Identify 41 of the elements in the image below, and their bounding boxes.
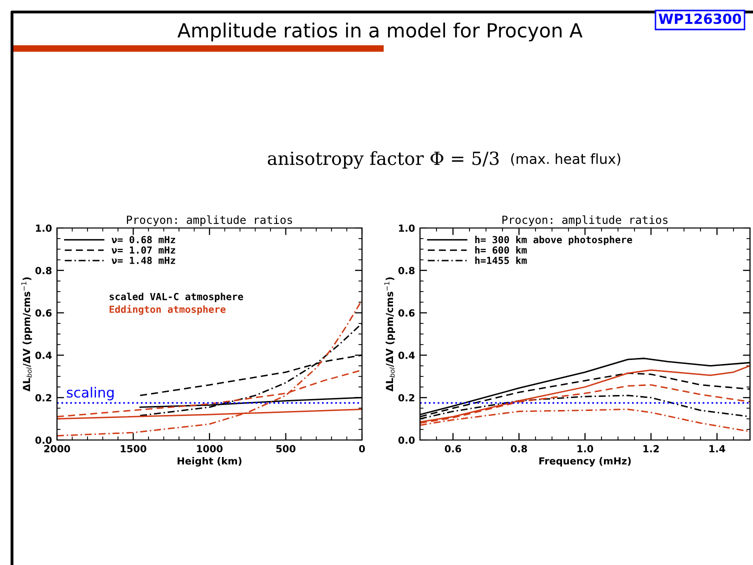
y-tick-label: 0.8 — [398, 266, 415, 274]
legend-label: ν= 0.68 mHz — [112, 236, 176, 244]
y-tick-label: 0.6 — [35, 309, 52, 317]
legend-label: h= 300 km above photosphere — [475, 236, 632, 246]
y-tick-label: 0.0 — [35, 436, 52, 444]
chart-title: Procyon: amplitude ratios — [126, 215, 292, 226]
x-tick-label: 0.6 — [444, 445, 462, 452]
text: Amplitude ratios in a model for Procyon A — [177, 22, 583, 42]
chart-title: Procyon: amplitude ratios — [502, 215, 668, 226]
legend-label: h=1455 km — [475, 256, 527, 264]
text: WP126300 — [658, 14, 742, 24]
x-tick-label: 1.0 — [577, 445, 594, 452]
annotation: scaled VAL-C atmosphere — [110, 292, 244, 302]
y-tick-label: 0.0 — [398, 436, 415, 444]
x-tick-label: 1.2 — [643, 445, 659, 452]
y-tick-label: 0.4 — [398, 352, 415, 360]
x-tick-label: 1000 — [197, 445, 223, 452]
x-axis-title: Height (km) — [178, 457, 242, 467]
legend-label: ν= 1.48 mHz — [112, 256, 176, 264]
text: anisotropy factor Φ = 5/3 — [268, 151, 499, 169]
annotation: Eddington atmosphere — [110, 304, 226, 315]
ref-line-label: scaling — [66, 386, 114, 400]
text: (max. heat flux) — [511, 153, 620, 166]
y-tick-label: 0.2 — [35, 394, 52, 402]
y-tick-label: 0.6 — [398, 309, 415, 317]
x-tick-label: 0.8 — [510, 445, 528, 452]
x-tick-label: 500 — [276, 445, 296, 452]
x-axis-title: Frequency (mHz) — [539, 457, 631, 467]
legend-label: h= 600 km — [475, 246, 527, 254]
y-axis-title: ΔL$_{bol}$/ΔV (ppm/cms$^{−1}$) — [21, 277, 32, 392]
y-tick-label: 0.2 — [398, 394, 414, 402]
legend-label: ν= 1.07 mHz — [112, 246, 176, 254]
x-tick-label: 2000 — [44, 445, 70, 452]
y-tick-label: 0.8 — [35, 266, 52, 274]
y-tick-label: 1.0 — [36, 224, 52, 232]
y-tick-label: 1.0 — [399, 224, 415, 232]
x-tick-label: 1500 — [120, 445, 146, 452]
x-tick-label: 1.4 — [709, 445, 726, 452]
x-tick-label: 0 — [359, 445, 365, 452]
y-tick-label: 0.4 — [35, 352, 52, 360]
y-axis-title: ΔL$_{bol}$/ΔV (ppm/cms$^{−1}$) — [384, 277, 396, 392]
